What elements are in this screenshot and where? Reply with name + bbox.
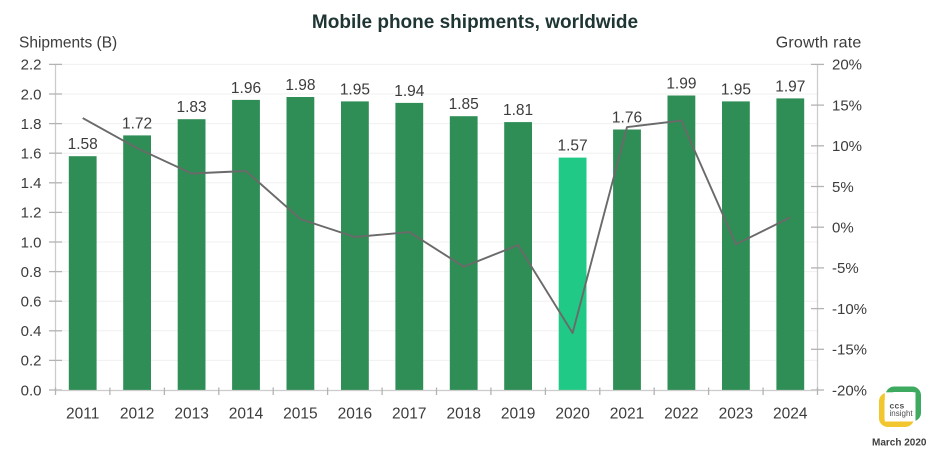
svg-text:0.8: 0.8	[21, 264, 42, 281]
svg-text:March 2020: March 2020	[872, 438, 927, 449]
svg-text:1.81: 1.81	[503, 102, 533, 119]
svg-text:1.99: 1.99	[666, 76, 696, 93]
svg-text:2.0: 2.0	[21, 86, 42, 103]
svg-text:1.57: 1.57	[558, 138, 588, 155]
svg-text:insight: insight	[890, 409, 914, 418]
svg-text:0.2: 0.2	[21, 353, 42, 370]
svg-text:0.4: 0.4	[21, 323, 42, 340]
svg-text:0%: 0%	[832, 220, 854, 237]
svg-text:1.6: 1.6	[21, 146, 42, 163]
svg-text:1.8: 1.8	[21, 116, 42, 133]
svg-text:-5%: -5%	[832, 260, 859, 277]
svg-text:2021: 2021	[610, 406, 644, 423]
svg-text:2012: 2012	[120, 406, 154, 423]
svg-text:2017: 2017	[392, 406, 426, 423]
svg-text:10%: 10%	[832, 138, 862, 155]
svg-text:2013: 2013	[174, 406, 208, 423]
svg-text:1.97: 1.97	[775, 78, 805, 95]
svg-text:2020: 2020	[555, 406, 590, 423]
svg-text:0.6: 0.6	[21, 294, 42, 311]
svg-text:1.4: 1.4	[21, 175, 42, 192]
svg-text:1.72: 1.72	[122, 115, 152, 132]
svg-text:5%: 5%	[832, 179, 854, 196]
svg-text:2022: 2022	[664, 406, 698, 423]
svg-text:20%: 20%	[832, 57, 862, 74]
svg-text:ccs: ccs	[890, 401, 905, 411]
svg-text:1.96: 1.96	[231, 80, 261, 97]
svg-text:-10%: -10%	[832, 301, 867, 318]
svg-text:2015: 2015	[283, 406, 317, 423]
svg-text:1.58: 1.58	[68, 136, 98, 153]
svg-text:1.95: 1.95	[340, 81, 370, 98]
svg-text:2024: 2024	[773, 406, 808, 423]
svg-text:-15%: -15%	[832, 342, 867, 359]
svg-text:15%: 15%	[832, 97, 862, 114]
svg-text:2.2: 2.2	[21, 57, 42, 74]
svg-text:1.0: 1.0	[21, 234, 42, 251]
svg-text:Shipments (B): Shipments (B)	[19, 35, 117, 52]
svg-text:2023: 2023	[719, 406, 753, 423]
svg-text:2018: 2018	[446, 406, 480, 423]
svg-text:1.98: 1.98	[285, 77, 315, 94]
svg-text:1.2: 1.2	[21, 205, 42, 222]
svg-text:2019: 2019	[501, 406, 535, 423]
svg-text:1.85: 1.85	[449, 96, 479, 113]
svg-text:1.95: 1.95	[721, 81, 751, 98]
svg-text:1.76: 1.76	[612, 110, 642, 127]
svg-text:2016: 2016	[338, 406, 372, 423]
svg-text:0.0: 0.0	[21, 382, 42, 399]
svg-text:1.94: 1.94	[394, 83, 425, 100]
svg-text:2011: 2011	[66, 406, 99, 423]
svg-text:2014: 2014	[229, 406, 264, 423]
svg-text:1.83: 1.83	[177, 99, 207, 116]
svg-text:Mobile phone shipments, worldw: Mobile phone shipments, worldwide	[312, 12, 638, 33]
svg-text:-20%: -20%	[832, 382, 867, 399]
svg-text:Growth rate: Growth rate	[776, 35, 862, 52]
